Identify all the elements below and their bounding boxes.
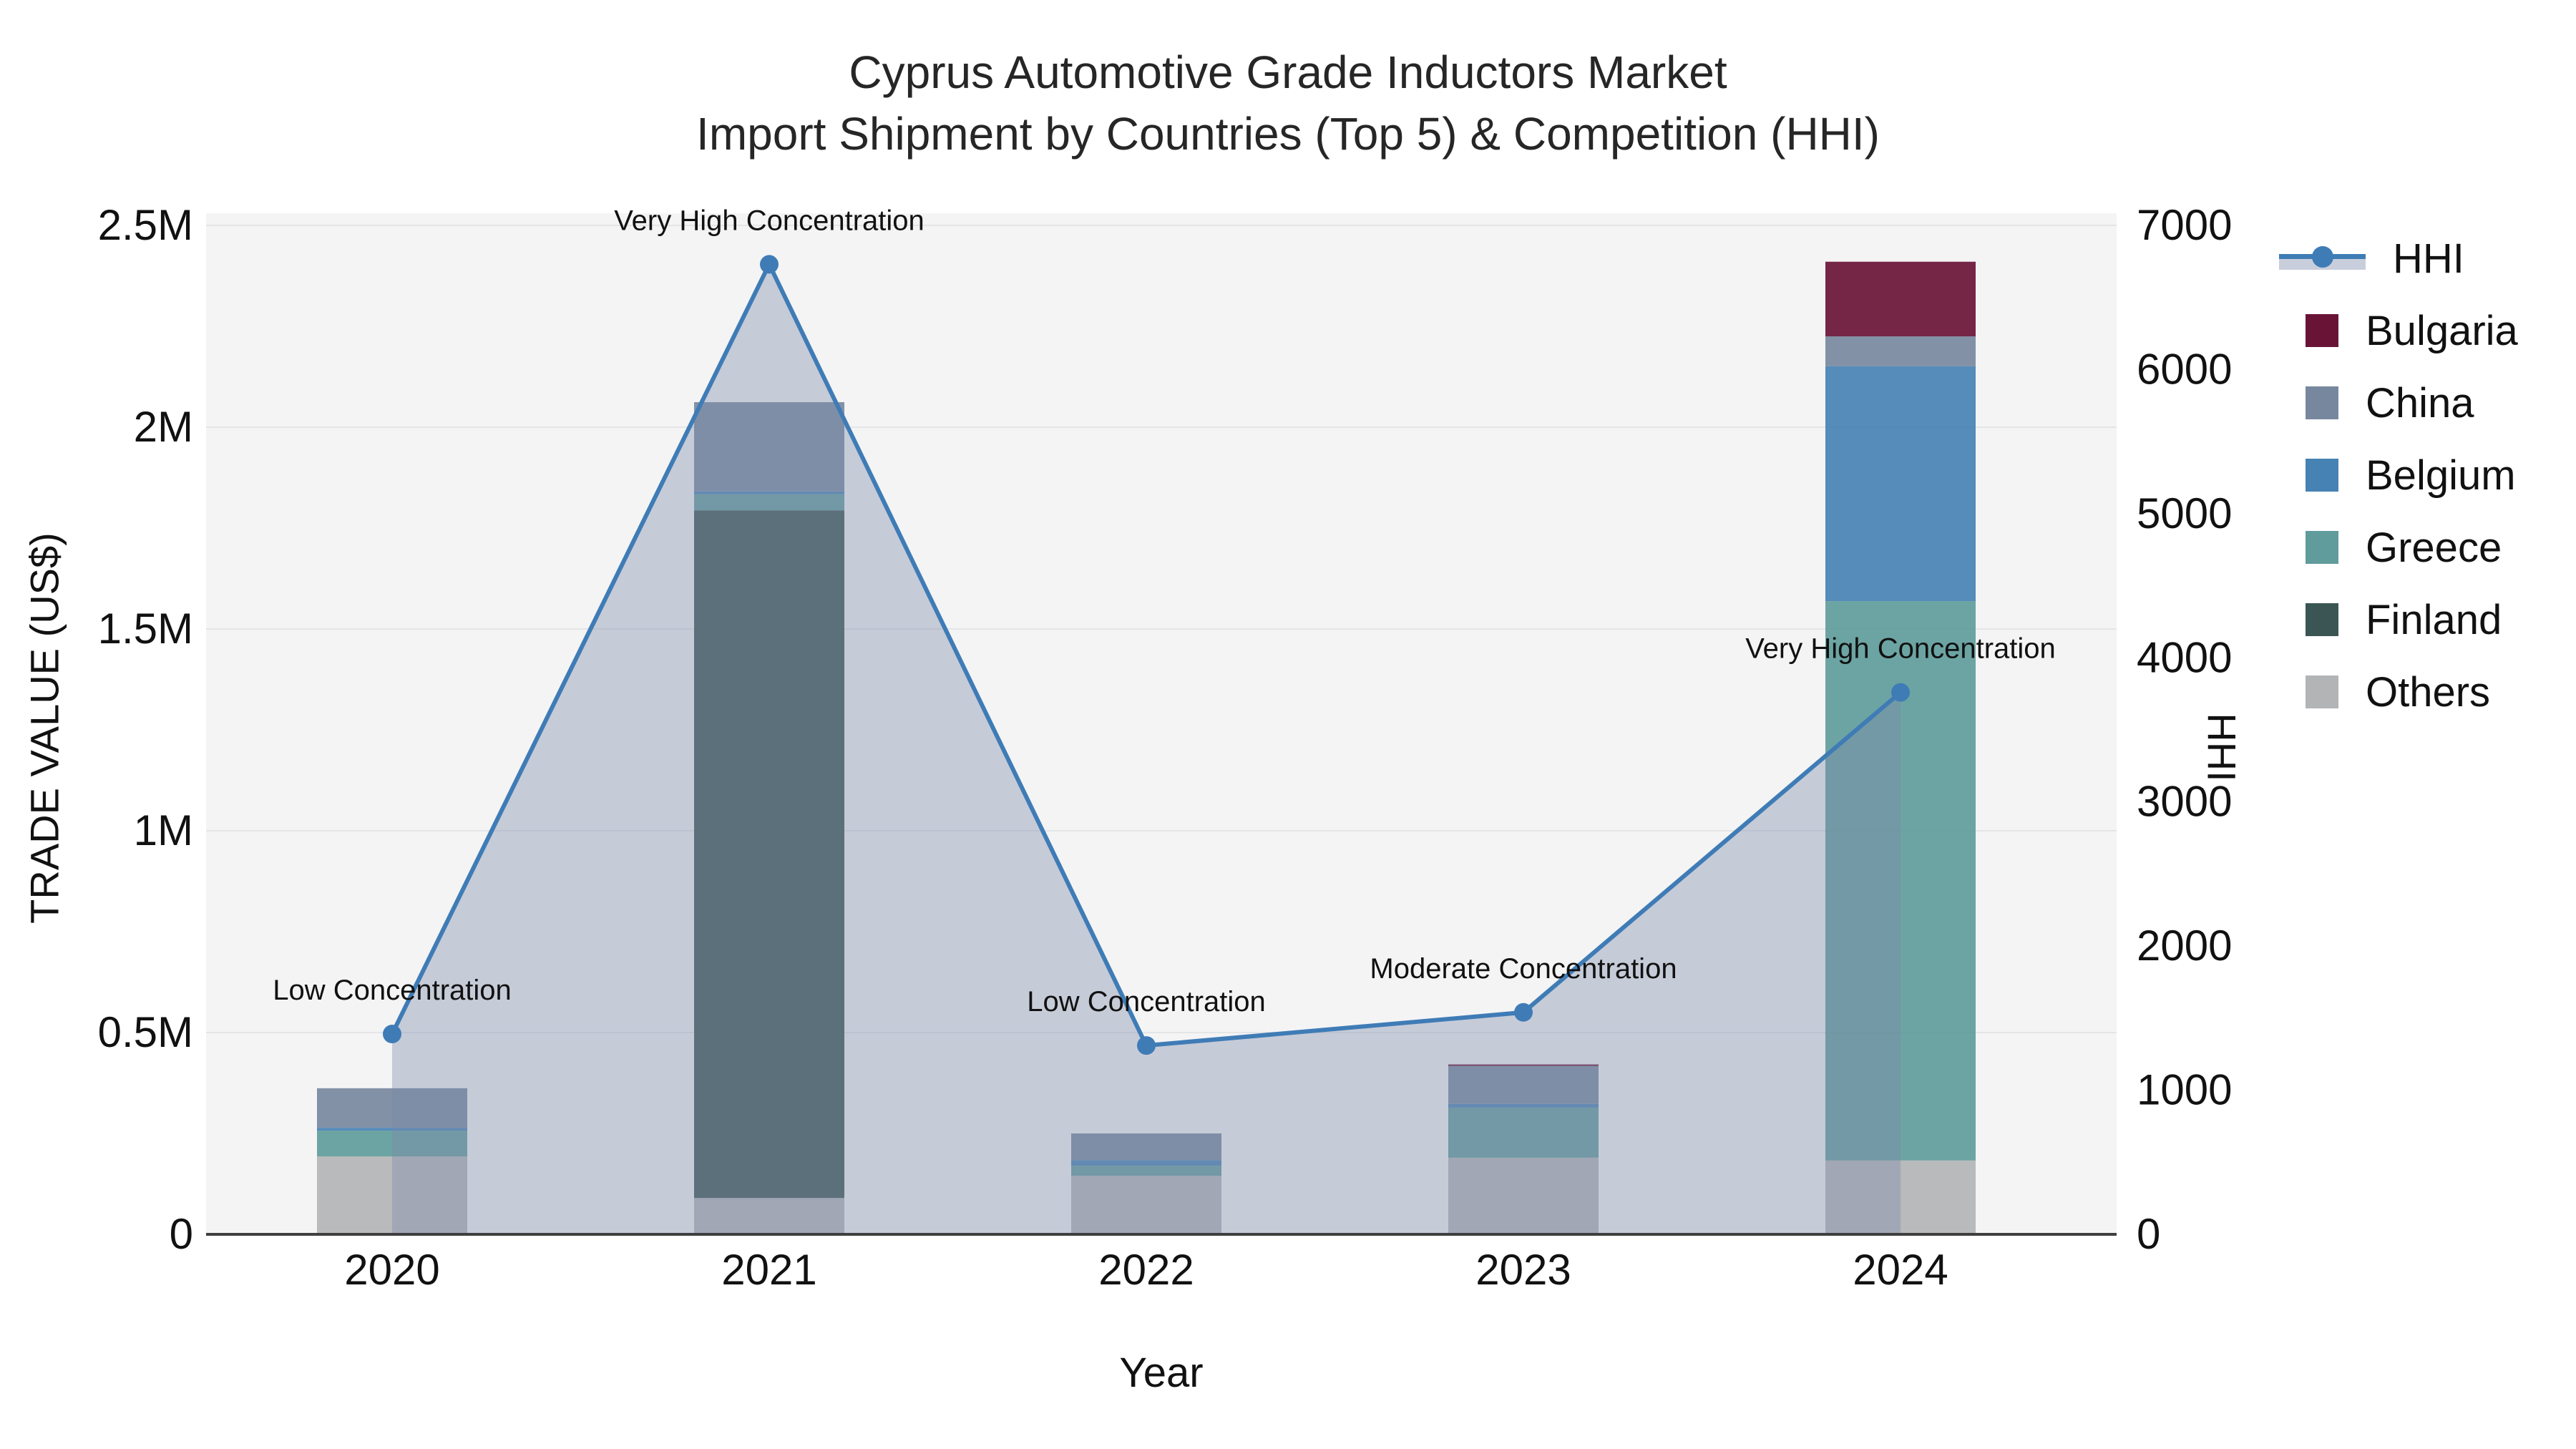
bar-segment-bulgaria-2023 <box>1448 1064 1599 1066</box>
x-tick-2021: 2021 <box>721 1246 816 1294</box>
legend-label-china: China <box>2366 379 2474 426</box>
plot-area <box>206 213 2117 1234</box>
bar-segment-china-2024 <box>1825 336 1976 366</box>
annotation-2024: Very High Concentration <box>1745 633 2056 665</box>
hhi-marker-2021 <box>760 255 779 274</box>
legend-item-finland[interactable]: Finland <box>2279 594 2576 645</box>
legend-swatch-bulgaria-icon <box>2306 314 2338 347</box>
y-left-tick-0: 0 <box>170 1210 193 1258</box>
bar-segment-greece-2021 <box>694 494 844 511</box>
legend-label-finland: Finland <box>2366 596 2502 643</box>
legend-item-bulgaria[interactable]: Bulgaria <box>2279 305 2576 356</box>
y-left-tick-0.5M: 0.5M <box>98 1008 193 1056</box>
legend-swatch-china-icon <box>2306 386 2338 419</box>
bar-segment-belgium-2024 <box>1825 366 1976 602</box>
hhi-marker-2022 <box>1137 1036 1156 1055</box>
legend-item-greece[interactable]: Greece <box>2279 522 2576 573</box>
chart-title-line2: Import Shipment by Countries (Top 5) & C… <box>696 108 1880 160</box>
bar-segment-greece-2022 <box>1071 1166 1221 1176</box>
bar-segment-finland-2021 <box>694 510 844 1199</box>
bar-segment-china-2020 <box>317 1088 467 1128</box>
legend-item-belgium[interactable]: Belgium <box>2279 449 2576 501</box>
y-axis-title-right: HHI <box>2199 713 2245 782</box>
hhi-marker-2023 <box>1514 1002 1533 1022</box>
legend-label-belgium: Belgium <box>2366 452 2516 499</box>
x-tick-2022: 2022 <box>1098 1246 1194 1294</box>
y-right-tick-2000: 2000 <box>2137 922 2232 970</box>
bar-segment-belgium-2023 <box>1448 1103 1599 1108</box>
legend-item-hhi[interactable]: HHI <box>2279 233 2576 284</box>
bar-segment-others-2022 <box>1071 1176 1221 1234</box>
legend-swatch-finland-icon <box>2306 603 2338 636</box>
annotation-2021: Very High Concentration <box>614 205 924 236</box>
y-right-tick-1000: 1000 <box>2137 1066 2232 1114</box>
x-tick-2024: 2024 <box>1853 1246 1948 1294</box>
y-right-tick-0: 0 <box>2137 1210 2160 1258</box>
x-tick-2023: 2023 <box>1475 1246 1571 1294</box>
bar-segment-others-2023 <box>1448 1157 1599 1234</box>
y-left-tick-2.5M: 2.5M <box>98 201 193 249</box>
legend-item-china[interactable]: China <box>2279 377 2576 429</box>
y-right-tick-6000: 6000 <box>2137 345 2232 393</box>
bar-segment-bulgaria-2024 <box>1825 261 1976 337</box>
y-left-tick-1.5M: 1.5M <box>98 605 193 653</box>
annotation-2020: Low Concentration <box>273 975 512 1006</box>
y-axis-title-left: TRADE VALUE (US$) <box>21 532 67 924</box>
legend-swatch-others-icon <box>2306 675 2338 708</box>
hhi-area-fill <box>392 264 1901 1234</box>
legend-swatch-greece-icon <box>2306 531 2338 564</box>
legend: HHI Bulgaria China Belgium Greece Finland Othe… <box>2279 233 2576 718</box>
x-axis-title: Year <box>1119 1350 1204 1396</box>
bar-segment-others-2021 <box>694 1198 844 1234</box>
bar-segment-china-2021 <box>694 402 844 492</box>
legend-label-bulgaria: Bulgaria <box>2366 307 2518 354</box>
y-right-tick-3000: 3000 <box>2137 778 2232 826</box>
bar-segment-china-2023 <box>1448 1065 1599 1104</box>
hhi-line-sample-icon <box>2279 244 2366 273</box>
bar-segment-others-2020 <box>317 1156 467 1234</box>
legend-label-greece: Greece <box>2366 524 2502 571</box>
bar-segment-greece-2020 <box>317 1131 467 1157</box>
bar-segment-belgium-2020 <box>317 1128 467 1131</box>
bar-segment-greece-2023 <box>1448 1107 1599 1158</box>
legend-item-others[interactable]: Others <box>2279 666 2576 718</box>
legend-label-hhi: HHI <box>2393 235 2464 282</box>
x-tick-2020: 2020 <box>344 1246 439 1294</box>
chart-title: Cyprus Automotive Grade Inductors Market… <box>0 42 2576 165</box>
y-right-tick-5000: 5000 <box>2137 489 2232 537</box>
hhi-marker-2020 <box>383 1025 401 1044</box>
y-left-tick-1M: 1M <box>134 806 193 854</box>
bar-segment-belgium-2022 <box>1071 1160 1221 1166</box>
legend-swatch-belgium-icon <box>2306 459 2338 492</box>
legend-label-others: Others <box>2366 668 2491 716</box>
bar-segment-belgium-2021 <box>694 491 844 494</box>
annotation-2022: Low Concentration <box>1027 986 1266 1018</box>
annotation-2023: Moderate Concentration <box>1370 953 1677 985</box>
chart-title-line1: Cyprus Automotive Grade Inductors Market <box>849 47 1727 98</box>
y-right-tick-7000: 7000 <box>2137 201 2232 249</box>
bar-segment-others-2024 <box>1825 1160 1976 1234</box>
y-right-tick-4000: 4000 <box>2137 633 2232 681</box>
y-left-tick-2M: 2M <box>134 403 193 451</box>
bar-segment-china-2022 <box>1071 1133 1221 1161</box>
hhi-marker-2024 <box>1891 683 1910 702</box>
